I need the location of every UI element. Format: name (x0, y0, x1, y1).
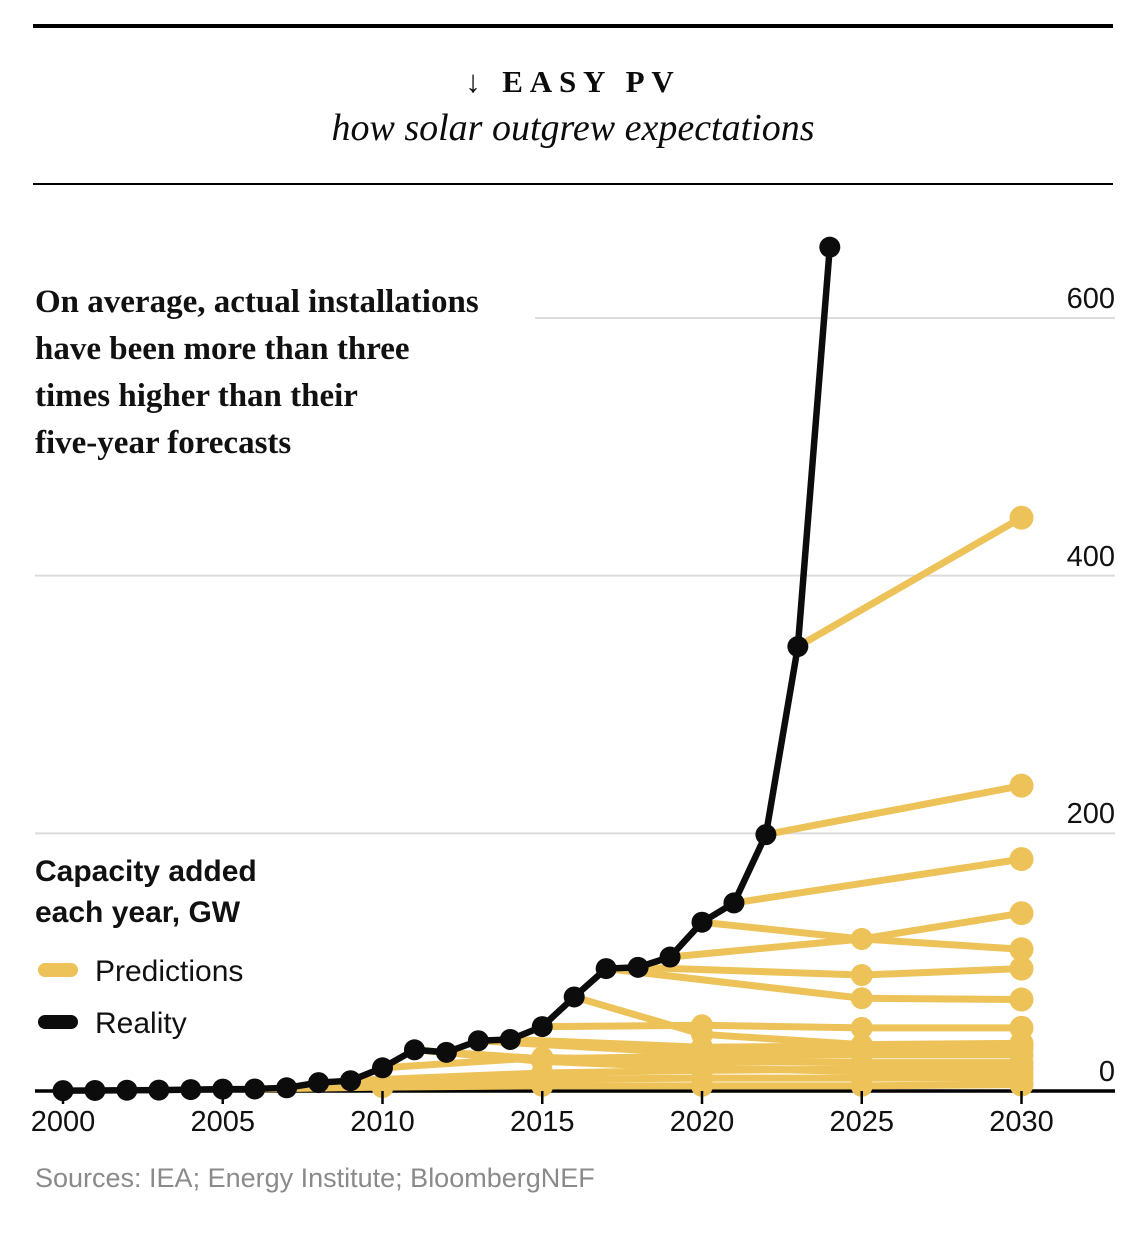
prediction-point (1009, 987, 1034, 1012)
x-tick-label-2015: 2015 (509, 1106, 575, 1138)
annotation-line: five-year forecasts (35, 425, 292, 461)
y-axis-title-line: Capacity added (35, 855, 257, 888)
reality-point (595, 958, 617, 980)
reality-point (212, 1078, 234, 1100)
reality-point (819, 236, 841, 258)
prediction-line (762, 782, 1025, 839)
reality-swatch-icon (38, 1015, 78, 1029)
prediction-line (570, 993, 1025, 1049)
header-divider-rule (33, 183, 1113, 185)
y-tick-label-600: 600 (1066, 283, 1115, 315)
y-axis-title: Capacity added each year, GW (35, 851, 257, 933)
top-rule (33, 24, 1113, 28)
reality-point (787, 636, 809, 658)
prediction-point (1009, 956, 1034, 981)
reality-point (403, 1039, 425, 1061)
prediction-point (850, 987, 873, 1010)
annotation-line: times higher than their (35, 378, 358, 414)
reality-point (563, 986, 585, 1008)
prediction-point (1009, 505, 1034, 530)
reality-point (340, 1070, 362, 1092)
reality-point (691, 911, 713, 933)
reality-point (467, 1030, 489, 1052)
prediction-line (538, 1021, 1025, 1032)
prediction-point (850, 927, 873, 950)
prediction-line (634, 963, 1025, 979)
reality-point (244, 1078, 266, 1100)
prediction-point (1009, 847, 1034, 872)
chart-subtitle: how solar outgrew expectations (331, 107, 815, 149)
reality-point (659, 946, 681, 968)
source-note: Sources: IEA; Energy Institute; Bloomber… (35, 1163, 595, 1193)
prediction-point (531, 1047, 554, 1070)
prediction-line (474, 1037, 1025, 1058)
prediction-point (850, 1060, 873, 1083)
reality-point (499, 1028, 521, 1050)
prediction-point (691, 1023, 713, 1046)
x-tick-label-2020: 2020 (669, 1106, 735, 1138)
prediction-line (251, 1081, 1025, 1093)
predictions-swatch-icon (38, 963, 78, 977)
y-tick-label-0: 0 (1098, 1056, 1115, 1088)
x-tick-label-2025: 2025 (829, 1106, 894, 1138)
x-tick-label-2005: 2005 (190, 1106, 255, 1138)
prediction-point (1009, 901, 1034, 926)
reality-point (755, 824, 777, 846)
reality-point (435, 1041, 457, 1063)
prediction-point (1009, 773, 1034, 798)
prediction-point (1009, 1031, 1034, 1056)
prediction-point (1009, 1060, 1034, 1085)
prediction-point (850, 1033, 873, 1056)
reality-point (276, 1077, 298, 1099)
annotation-line: have been more than three (35, 331, 410, 367)
reality-point (52, 1080, 74, 1102)
y-axis-title-line: each year, GW (35, 896, 241, 929)
reality-point (531, 1016, 553, 1038)
y-tick-label-200: 200 (1066, 798, 1115, 831)
prediction-point (850, 964, 873, 987)
prediction-point (850, 1016, 873, 1039)
prediction-line (730, 855, 1025, 907)
reality-point (116, 1079, 138, 1101)
reality-point (723, 892, 745, 914)
legend-predictions-label: Predictions (95, 955, 244, 988)
reality-point (148, 1079, 170, 1101)
annotation-line: On average, actual installations (35, 284, 479, 320)
x-tick-label-2010: 2010 (350, 1106, 415, 1138)
prediction-line (794, 514, 1025, 651)
legend-reality-label: Reality (95, 1007, 187, 1040)
chart-kicker: ↓ EASY PV (465, 64, 681, 99)
x-tick-label-2000: 2000 (30, 1106, 96, 1138)
reality-point (627, 956, 649, 978)
x-tick-label-2030: 2030 (989, 1106, 1054, 1138)
reality-point (180, 1079, 202, 1101)
annotation-text: On average, actual installations have be… (35, 279, 555, 467)
reality-point (372, 1057, 393, 1079)
reality-point (308, 1072, 330, 1094)
prediction-point (1009, 937, 1034, 962)
y-tick-label-400: 400 (1066, 540, 1115, 573)
reality-point (84, 1079, 106, 1101)
